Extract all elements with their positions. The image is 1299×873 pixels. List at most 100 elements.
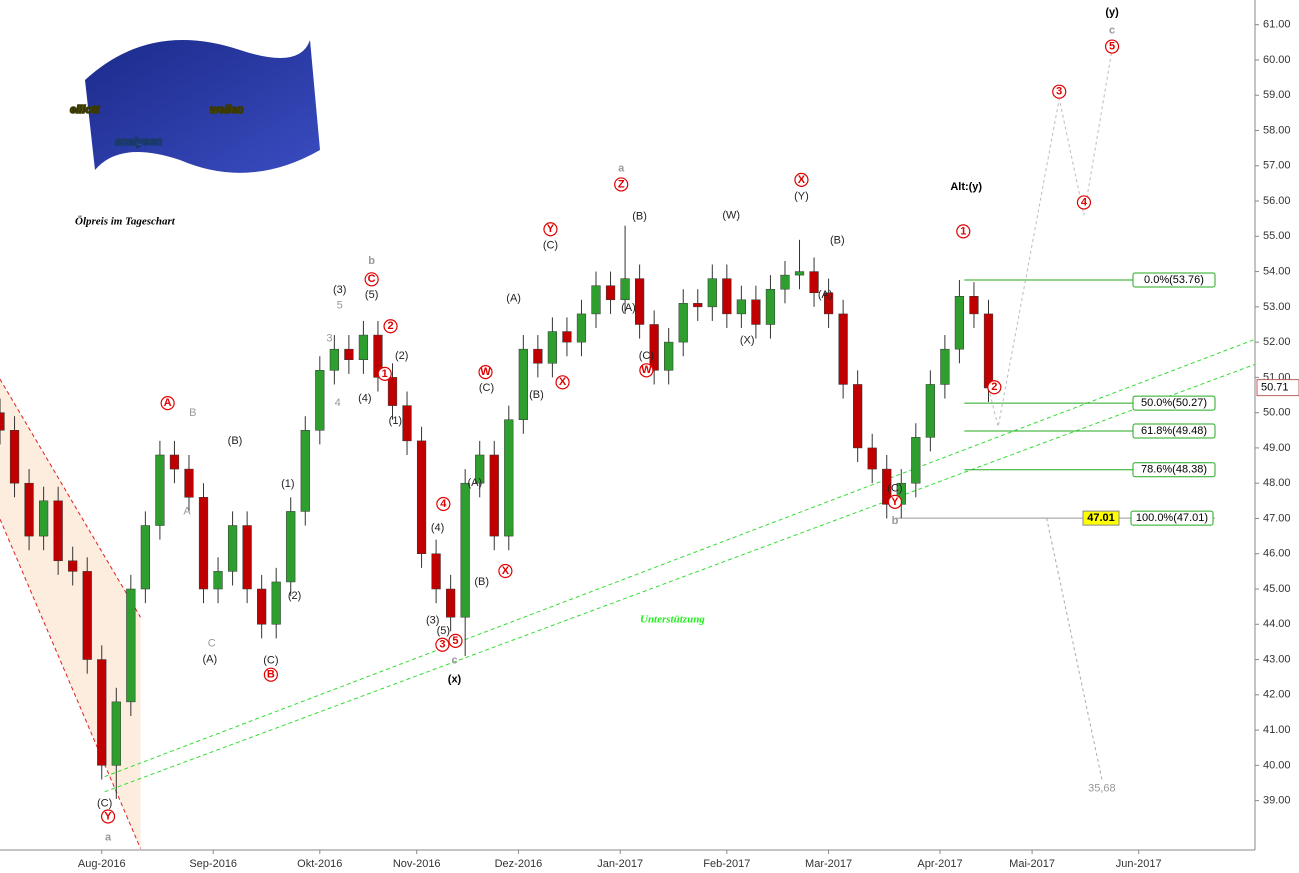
wave-label-text: (3) xyxy=(426,615,439,627)
alt-projection-path xyxy=(1046,518,1103,780)
wave-label-text: C xyxy=(208,638,216,650)
candle-body xyxy=(300,430,310,512)
candle-body xyxy=(678,303,688,343)
y-tick-label: 59.00 xyxy=(1263,89,1291,101)
candle-body xyxy=(809,271,819,293)
candle-body xyxy=(358,334,369,361)
x-tick-label: Okt-2016 xyxy=(297,858,342,870)
wave-label-text: A xyxy=(183,505,191,517)
candle-body xyxy=(344,348,354,361)
candle-body xyxy=(460,482,470,618)
candle-body xyxy=(562,331,572,343)
wave-label: C xyxy=(364,272,379,287)
candle-body xyxy=(111,701,121,766)
candle-body xyxy=(780,274,790,290)
wave-circle xyxy=(956,224,971,239)
y-tick-label: 40.00 xyxy=(1263,759,1291,771)
wave-label-text: (C) xyxy=(479,382,494,394)
fib-label: 100.0%(47.01) xyxy=(1136,512,1208,524)
candle-body xyxy=(402,405,412,442)
last-price-label: 50.71 xyxy=(1261,382,1289,394)
logo-flag xyxy=(85,40,320,173)
wave-label: 4 xyxy=(335,397,341,409)
y-tick-label: 55.00 xyxy=(1263,230,1291,242)
support-label: Unterstützung xyxy=(640,614,705,626)
wave-label: (B) xyxy=(830,234,845,246)
candle-body xyxy=(823,292,834,315)
wave-label: (4) xyxy=(358,392,371,404)
wave-label: 1 xyxy=(956,224,971,239)
wave-label-text: 5 xyxy=(337,299,343,311)
wave-circle xyxy=(498,563,513,579)
wave-circle xyxy=(478,364,493,380)
wave-label: 2 xyxy=(987,380,1002,395)
candle-body xyxy=(518,348,528,420)
wave-label-text: (A) xyxy=(506,292,521,304)
wave-label-text: (4) xyxy=(358,392,371,404)
wave-circle xyxy=(436,496,451,512)
wave-circle xyxy=(160,396,175,411)
candle-body xyxy=(489,454,499,537)
wave-label-text: (C) xyxy=(543,239,558,251)
wave-label: (A) xyxy=(621,302,636,314)
wave-circle xyxy=(1104,39,1120,54)
wave-label: A xyxy=(183,505,191,517)
wave-label: 1 xyxy=(377,366,392,381)
candle-body xyxy=(693,303,703,308)
wave-label: 3 xyxy=(1052,84,1067,99)
candle-body xyxy=(9,430,20,484)
wave-label: (W) xyxy=(722,209,740,221)
candle-body xyxy=(38,500,49,537)
wave-label: (x) xyxy=(448,674,462,686)
wave-label: X xyxy=(555,375,570,390)
chart-title: Ölpreis im Tageschart xyxy=(75,215,176,228)
y-tick-label: 41.00 xyxy=(1263,724,1291,736)
wave-label: (C) xyxy=(639,350,654,362)
wave-label: (3) xyxy=(333,284,346,296)
wave-label: A xyxy=(160,396,175,411)
wave-label: Y xyxy=(100,809,116,824)
wave-label: Z xyxy=(614,177,629,192)
wave-circle xyxy=(987,380,1002,395)
wave-label: Y xyxy=(887,494,903,509)
x-tick-label: Jan-2017 xyxy=(597,858,643,870)
candle-body xyxy=(242,525,252,590)
candle-body xyxy=(227,525,238,572)
wave-label: X xyxy=(498,563,513,579)
logo-text: wellen xyxy=(210,104,244,116)
wave-label: b xyxy=(892,515,899,527)
wave-label: a xyxy=(618,162,625,174)
x-tick-label: Aug-2016 xyxy=(78,858,126,870)
fib-label-box xyxy=(1132,272,1216,288)
x-tick-label: Jun-2017 xyxy=(1116,858,1162,870)
wave-circle xyxy=(364,272,379,287)
candle-body xyxy=(475,454,485,484)
wave-label: B xyxy=(263,667,278,682)
y-tick-label: 58.00 xyxy=(1263,124,1291,136)
wave-label: c xyxy=(451,655,457,667)
wave-label: W xyxy=(478,364,493,380)
wave-label: 3 xyxy=(326,332,332,344)
wave-label-text: 4 xyxy=(440,498,447,510)
wave-circle xyxy=(100,809,116,824)
wave-label-text: (1) xyxy=(281,478,294,490)
x-tick-label: Apr-2017 xyxy=(917,858,962,870)
wave-label-text: b xyxy=(892,515,899,527)
wave-label-text: (1) xyxy=(389,415,402,427)
candle-body xyxy=(765,288,776,325)
support-line xyxy=(104,338,1256,778)
y-tick-label: 48.00 xyxy=(1263,477,1291,489)
wave-label-text: (C) xyxy=(263,655,278,667)
candle-body xyxy=(649,324,659,371)
fib-label: 50.0%(50.27) xyxy=(1141,397,1207,409)
wave-label: (y) xyxy=(1105,7,1119,19)
wave-label: (B) xyxy=(632,210,647,222)
wave-label: (1) xyxy=(389,415,402,427)
x-tick-label: Mai-2017 xyxy=(1009,858,1055,870)
wave-label-text: Z xyxy=(618,178,625,190)
wave-label-text: 3 xyxy=(439,639,445,651)
wave-label-text: 4 xyxy=(335,397,341,409)
wave-label-text: c xyxy=(1109,25,1115,37)
wave-label-text: 1 xyxy=(960,225,966,237)
